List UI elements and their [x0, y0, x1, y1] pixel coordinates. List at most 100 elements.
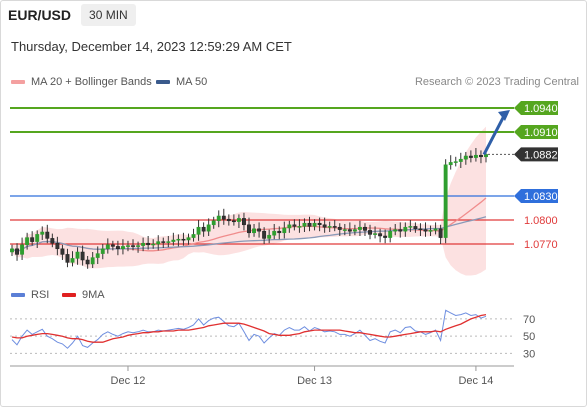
candle-body: [211, 220, 216, 226]
candle-body: [433, 228, 438, 231]
candle: [20, 237, 25, 260]
candle-body: [408, 226, 413, 228]
candle: [126, 240, 130, 252]
candle: [327, 221, 332, 232]
candle: [252, 224, 256, 237]
candle-body: [216, 215, 221, 222]
candle-body: [357, 226, 362, 230]
rsi-9ma-line: [11, 313, 487, 343]
candle-body: [262, 230, 267, 239]
legend-9ma-swatch: [62, 293, 76, 297]
candle: [186, 233, 191, 245]
candle: [423, 222, 428, 237]
candle: [146, 236, 151, 250]
level-label-1.0940: 1.0940: [514, 101, 558, 115]
rsi-tick-label: 70: [523, 314, 535, 326]
candle: [216, 210, 221, 228]
candle-body: [247, 224, 251, 234]
candle-body: [448, 162, 453, 166]
candle-body: [368, 230, 372, 235]
candle: [287, 220, 292, 233]
candle: [75, 247, 80, 265]
level-text: 1.0940: [524, 103, 558, 115]
level-tag: [514, 189, 558, 203]
candle: [428, 225, 433, 236]
bollinger-band-area: [12, 126, 486, 276]
candle: [25, 232, 30, 250]
candle-body: [181, 238, 186, 241]
candle: [272, 224, 277, 240]
candle: [337, 223, 342, 236]
candle-body: [15, 248, 19, 255]
candle-body: [458, 158, 463, 162]
candle: [151, 239, 156, 249]
main-panel: 1.0940 1.0910 1.0882 1.0830 1.0800 1.0770: [10, 101, 558, 276]
candle-body: [484, 154, 488, 158]
candle-body: [191, 234, 196, 238]
candle-body: [352, 229, 357, 232]
rsi-line: [11, 309, 487, 349]
candle: [443, 159, 448, 244]
candle-body: [126, 245, 130, 247]
candle-body: [242, 218, 246, 226]
candle: [262, 227, 267, 244]
legend-9ma: 9MA: [62, 289, 105, 301]
candle: [55, 236, 60, 256]
chart-header: EUR/USD 30 MIN: [0, 0, 136, 30]
candle-body: [297, 226, 302, 228]
candle-body: [95, 253, 100, 258]
candle: [368, 224, 372, 240]
candle: [156, 235, 161, 251]
candle: [342, 224, 347, 236]
candle-body: [322, 224, 327, 228]
candle: [196, 220, 201, 241]
candle-body: [20, 244, 25, 255]
candle: [267, 229, 272, 244]
candle-body: [312, 222, 317, 227]
level-label-1.0800: 1.0800: [524, 215, 558, 227]
level-tag: [514, 147, 558, 162]
candle: [226, 214, 231, 226]
candle-body: [120, 246, 125, 250]
candle-body: [146, 242, 151, 246]
level-label-1.0770: 1.0770: [524, 239, 558, 251]
candle: [468, 150, 473, 163]
timeframe-badge[interactable]: 30 MIN: [81, 4, 136, 26]
candle-body: [90, 257, 95, 265]
candle: [433, 222, 438, 235]
candle: [403, 222, 408, 237]
candle: [297, 219, 302, 233]
candle-body: [342, 229, 347, 231]
candle: [282, 221, 287, 239]
candle: [120, 239, 125, 255]
candle: [388, 227, 393, 243]
candle: [136, 241, 141, 253]
x-tick-label: Dec 14: [458, 375, 493, 387]
legend-rsi-swatch: [11, 293, 25, 297]
candle: [418, 223, 423, 236]
candle-body: [110, 244, 115, 247]
candle: [347, 222, 352, 236]
rsi-tick-label: 30: [523, 348, 535, 360]
candle-body: [257, 228, 262, 232]
candle: [398, 222, 403, 238]
level-label-1.0830: 1.0830: [514, 189, 558, 203]
candle: [247, 217, 251, 238]
time-axis: Dec 12 Dec 13 Dec 14: [10, 365, 514, 387]
candle-body: [35, 234, 40, 242]
candle-body: [282, 227, 287, 234]
legend-ma50-label: MA 50: [176, 76, 208, 88]
candle-body: [423, 229, 428, 232]
candle-body: [231, 220, 236, 223]
candle-body: [186, 237, 191, 241]
candle-body: [378, 233, 383, 237]
candle: [166, 236, 171, 248]
level-text: 1.0882: [524, 149, 558, 161]
level-label-1.0910: 1.0910: [514, 125, 558, 139]
candle: [65, 248, 70, 268]
candle: [393, 224, 398, 236]
x-tick-label: Dec 13: [297, 375, 332, 387]
candle-body: [428, 230, 433, 232]
candle: [231, 214, 236, 226]
candle-body: [226, 218, 231, 222]
